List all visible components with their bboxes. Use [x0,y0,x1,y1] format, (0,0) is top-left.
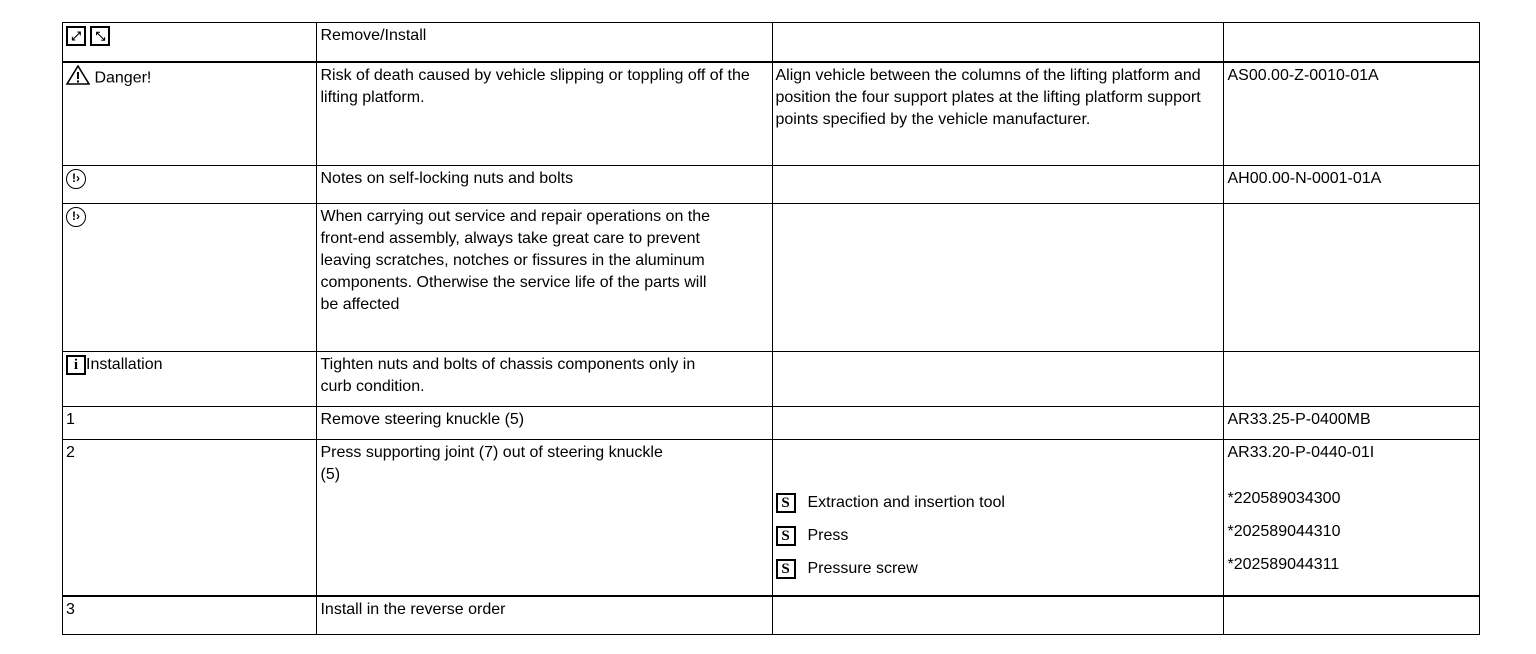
tool-item: S Pressure screw [775,552,1221,585]
tool-item: S Press [775,519,1221,552]
step-text: When carrying out service and repair ope… [316,203,773,352]
tool-number: *220589034300 [1227,490,1341,507]
reference-cell [1223,203,1480,352]
tool-number: *202589044310 [1227,523,1341,540]
icon-cell: ⤢ ⤡ [61,22,318,63]
step-text: Remove/Install [316,22,773,63]
expand-icon: ⤢ [66,25,86,46]
tool-name: Extraction and insertion tool [807,493,1005,511]
warning-triangle-icon [65,63,91,92]
step-text: Risk of death caused by vehicle slipping… [316,61,773,166]
special-tool-icon: S [775,558,796,579]
reference-cell [1223,22,1480,63]
step-number: 3 [61,595,318,635]
reference-cell [1223,351,1480,407]
collapse-icon: ⤡ [90,25,111,46]
step-text: Install in the reverse order [316,595,773,635]
table-row: !› Notes on self-locking nuts and bolts … [61,165,1480,204]
notes-cell [771,22,1225,63]
step-text: Tighten nuts and bolts of chassis compon… [316,351,773,407]
table-row: 2 Press supporting joint (7) out of stee… [61,439,1480,597]
installation-label: Installation [86,356,163,373]
table-row: i Installation Tighten nuts and bolts of … [61,351,1480,407]
step-text: Notes on self-locking nuts and bolts [316,165,773,204]
reference-cell[interactable]: AH00.00-N-0001-01A [1223,165,1480,204]
notes-cell [771,406,1225,440]
step-number: 2 [61,439,318,597]
tool-name: Pressure screw [807,559,918,577]
notes-cell: Align vehicle between the columns of the… [771,61,1225,166]
tool-item: S Extraction and insertion tool [775,486,1221,519]
reference-cell[interactable]: AS00.00-Z-0010-01A [1223,61,1480,166]
reference-link[interactable]: AR33.20-P-0440-01I [1227,444,1375,461]
procedure-table: ⤢ ⤡ Remove/Install Danger! Risk of death… [61,22,1480,635]
tool-number: *202589044311 [1227,556,1340,573]
tool-name: Press [807,526,849,544]
info-icon: i [66,354,86,375]
table-row: 1 Remove steering knuckle (5) AR33.25-P-… [61,406,1480,440]
step-text: Press supporting joint (7) out of steeri… [316,439,773,597]
table-row: !› When carrying out service and repair … [61,203,1480,352]
reference-cell: AR33.20-P-0440-01I *220589034300 *202589… [1223,439,1480,597]
notes-cell [771,595,1225,635]
caution-circle-icon: !› [66,206,86,227]
table-row: ⤢ ⤡ Remove/Install [61,22,1480,63]
notes-cell [771,203,1225,352]
step-text: Remove steering knuckle (5) [316,406,773,440]
table-row: Danger! Risk of death caused by vehicle … [61,61,1480,166]
reference-cell [1223,595,1480,635]
step-number: 1 [61,406,318,440]
special-tool-icon: S [775,492,796,513]
notes-cell [771,165,1225,204]
table-row: 3 Install in the reverse order [61,595,1480,635]
caution-circle-icon: !› [66,168,86,189]
notes-cell [771,351,1225,407]
danger-label: Danger! [94,69,152,87]
reference-cell[interactable]: AR33.25-P-0400MB [1223,406,1480,440]
special-tool-icon: S [775,525,796,546]
